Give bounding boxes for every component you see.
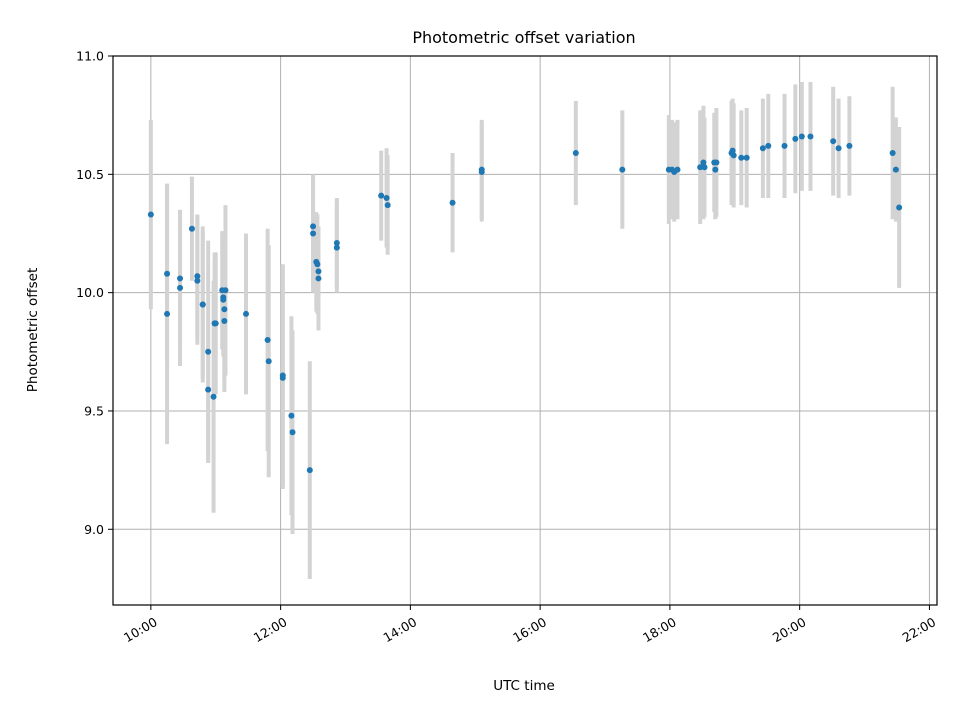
- data-point: [177, 284, 184, 291]
- data-point: [701, 164, 708, 171]
- data-point: [306, 467, 313, 474]
- data-point: [759, 145, 766, 152]
- data-point: [713, 159, 720, 166]
- y-tick-label: 11.0: [76, 49, 104, 64]
- y-tick-label: 10.5: [76, 167, 104, 182]
- x-tick-label: 10:00: [121, 614, 160, 645]
- data-point: [449, 199, 456, 206]
- x-axis-label: UTC time: [493, 678, 555, 694]
- data-point: [781, 142, 788, 149]
- data-point: [743, 154, 750, 161]
- data-point: [378, 192, 385, 199]
- data-point: [205, 348, 212, 355]
- data-point: [892, 166, 899, 173]
- y-tick-label: 10.0: [76, 285, 104, 300]
- data-point: [288, 412, 295, 419]
- data-point: [792, 135, 799, 142]
- data-point: [729, 147, 736, 154]
- data-point: [199, 301, 206, 308]
- data-point: [188, 225, 195, 232]
- data-point: [478, 168, 485, 175]
- data-point: [896, 204, 903, 211]
- data-point: [264, 336, 271, 343]
- data-point: [765, 142, 772, 149]
- error-bars: [148, 82, 902, 579]
- data-point: [572, 150, 579, 157]
- y-tick-label: 9.5: [84, 403, 104, 418]
- data-point: [265, 358, 272, 365]
- data-point: [194, 273, 201, 280]
- x-tick-label: 16:00: [510, 614, 549, 645]
- data-point: [807, 133, 814, 140]
- data-point: [830, 138, 837, 145]
- y-tick-label: 9.0: [84, 522, 104, 537]
- data-point: [212, 320, 219, 327]
- data-point: [279, 372, 286, 379]
- data-point: [222, 287, 229, 294]
- chart-title: Photometric offset variation: [412, 28, 635, 47]
- data-point: [177, 275, 184, 282]
- x-tick-label: 14:00: [381, 614, 420, 645]
- data-point: [289, 429, 296, 436]
- x-tick-label: 12:00: [251, 614, 290, 645]
- data-point: [846, 142, 853, 149]
- data-point: [798, 133, 805, 140]
- y-axis-label: Photometric offset: [25, 268, 41, 392]
- data-point: [205, 386, 212, 393]
- data-point: [210, 393, 217, 400]
- data-point: [221, 318, 228, 325]
- data-point: [697, 164, 704, 171]
- data-point: [220, 296, 227, 303]
- data-point: [310, 223, 317, 230]
- data-point: [333, 239, 340, 246]
- data-point: [164, 310, 171, 317]
- data-point: [700, 159, 707, 166]
- data-point: [383, 194, 390, 201]
- data-point: [147, 211, 154, 218]
- x-tick-label: 20:00: [770, 614, 809, 645]
- data-point: [164, 270, 171, 277]
- data-point: [333, 244, 340, 251]
- data-point: [221, 306, 228, 313]
- data-point: [738, 154, 745, 161]
- data-points: [147, 133, 903, 474]
- data-point: [384, 202, 391, 209]
- data-point: [835, 145, 842, 152]
- grid-lines: [113, 55, 937, 605]
- data-point: [194, 277, 201, 284]
- data-point: [315, 268, 322, 275]
- data-point: [315, 275, 322, 282]
- data-point: [619, 166, 626, 173]
- data-point: [310, 230, 317, 237]
- x-tick-label: 18:00: [640, 614, 679, 645]
- data-point: [712, 166, 719, 173]
- data-point: [730, 152, 737, 159]
- data-point: [889, 150, 896, 157]
- x-tick-label: 22:00: [900, 614, 939, 645]
- data-point: [674, 166, 681, 173]
- plot-frame: [112, 55, 938, 606]
- data-point: [243, 310, 250, 317]
- data-point: [314, 261, 321, 268]
